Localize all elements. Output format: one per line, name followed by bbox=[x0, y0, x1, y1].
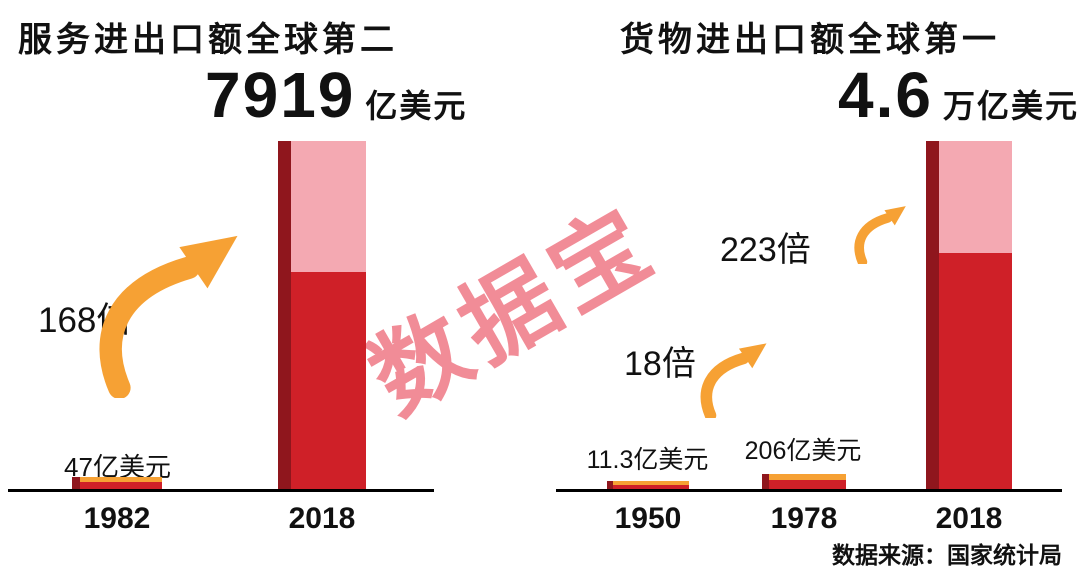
bar-top-face bbox=[613, 481, 689, 485]
growth-arrow-icon bbox=[700, 343, 767, 418]
headline: 4.6 万亿美元 bbox=[838, 58, 1079, 132]
bar-top-face bbox=[769, 474, 846, 480]
bar-side-face bbox=[926, 141, 939, 489]
axis-label-1982: 1982 bbox=[83, 502, 151, 535]
bar-top-face bbox=[939, 141, 1012, 253]
bar-side-face bbox=[762, 474, 769, 489]
watermark: 数据宝 bbox=[353, 187, 675, 435]
bar-value-label: 11.3亿美元 bbox=[586, 446, 709, 474]
bar-side-face bbox=[607, 481, 613, 489]
headline: 7919 亿美元 bbox=[205, 58, 467, 132]
headline-unit: 亿美元 bbox=[365, 88, 468, 124]
bar-front-face bbox=[769, 480, 846, 489]
bar-front-face bbox=[80, 482, 162, 489]
x-axis bbox=[8, 489, 434, 492]
headline-number: 7919 bbox=[205, 59, 356, 131]
bar-1950 bbox=[607, 481, 689, 489]
bar-value-label: 206亿美元 bbox=[744, 437, 862, 465]
data-source-note: 数据来源：国家统计局 bbox=[832, 542, 1062, 568]
headline-unit: 万亿美元 bbox=[942, 88, 1079, 124]
bar-1978 bbox=[762, 474, 846, 489]
bar-side-face bbox=[72, 477, 80, 489]
axis-label-1950: 1950 bbox=[614, 502, 682, 535]
bar-1982 bbox=[72, 477, 162, 489]
growth-arrow-icon bbox=[854, 206, 906, 264]
axis-label-2018: 2018 bbox=[288, 502, 356, 535]
chart-title: 服务进出口额全球第二 bbox=[18, 21, 398, 59]
bar-top-face bbox=[291, 141, 366, 272]
bar-front-face bbox=[291, 272, 366, 489]
x-axis bbox=[556, 489, 1062, 492]
chart-title: 货物进出口额全球第一 bbox=[620, 21, 1000, 59]
bar-top-face bbox=[80, 477, 162, 482]
growth-label: 223倍 bbox=[720, 231, 811, 269]
bar-front-face bbox=[939, 253, 1012, 489]
bar-front-face bbox=[613, 485, 689, 489]
bar-2018 bbox=[278, 141, 366, 489]
axis-label-1978: 1978 bbox=[770, 502, 838, 535]
growth-label: 18倍 bbox=[624, 345, 696, 383]
growth-arrow-icon bbox=[99, 235, 238, 398]
axis-label-2018: 2018 bbox=[935, 502, 1003, 535]
bar-side-face bbox=[278, 141, 291, 489]
bar-2018 bbox=[926, 141, 1012, 489]
headline-number: 4.6 bbox=[838, 59, 933, 131]
